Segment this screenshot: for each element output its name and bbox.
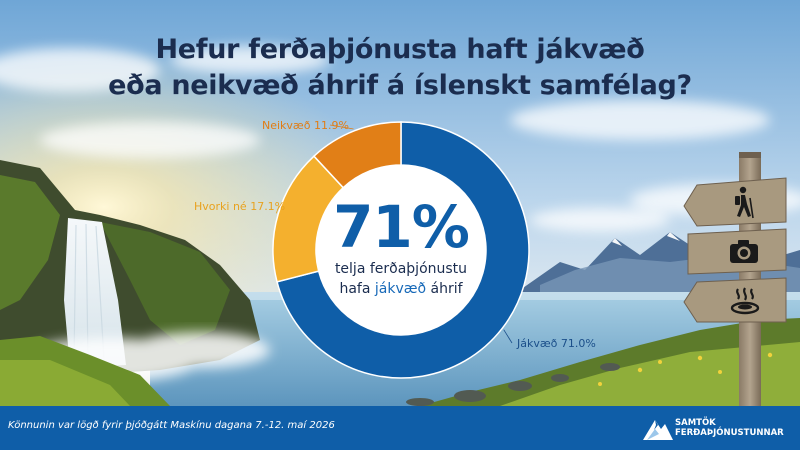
- leader-line: [275, 205, 280, 214]
- donut-slice-neikvaed: [312, 121, 402, 189]
- title-line-2: eða neikvæð áhrif á íslenskt samfélag?: [108, 70, 692, 101]
- donut-center: 71% telja ferðaþjónustu hafa jákvæð áhri…: [301, 195, 501, 299]
- footer-bar: Könnunin var lögð fyrir þjóðgátt Maskínu…: [0, 406, 800, 450]
- logo-text-line-1: SAMTÖK: [675, 418, 716, 428]
- logo-text: SAMTÖK FERÐAÞJÓNUSTUNNAR: [675, 418, 784, 438]
- organization-logo: SAMTÖK FERÐAÞJÓNUSTUNNAR: [643, 412, 793, 444]
- survey-footnote: Könnunin var lögð fyrir þjóðgátt Maskínu…: [8, 420, 335, 431]
- slice-label-jakvaed: Jákvæð 71.0%: [517, 337, 596, 350]
- leader-line: [329, 124, 354, 130]
- slice-label-hvorki-ne: Hvorki né 17.1%: [194, 200, 286, 213]
- mountain-logo-icon: [643, 420, 673, 440]
- title-line-1: Hefur ferðaþjónusta haft jákvæð: [155, 34, 645, 65]
- donut-slice-jakvaed: [276, 121, 530, 379]
- slice-label-neikvaed: Neikvæð 11.9%: [262, 119, 349, 132]
- leader-line: [503, 329, 513, 344]
- center-subtext-pre: hafa: [339, 281, 375, 297]
- center-subtext-post: áhrif: [426, 281, 463, 297]
- hiking-icon: [735, 186, 754, 219]
- page-title: Hefur ferðaþjónusta haft jákvæð eða neik…: [0, 32, 800, 104]
- camera-icon: [730, 240, 758, 263]
- hot-spring-icon: [730, 287, 760, 315]
- logo-text-line-2: FERÐAÞJÓNUSTUNNAR: [675, 428, 784, 438]
- headline-percentage: 71%: [333, 193, 470, 261]
- center-subtext-line-1: telja ferðaþjónustu: [334, 261, 468, 277]
- center-subtext-highlight: jákvæð: [374, 281, 427, 297]
- center-subtext-line-2: hafa jákvæð áhrif: [301, 279, 501, 299]
